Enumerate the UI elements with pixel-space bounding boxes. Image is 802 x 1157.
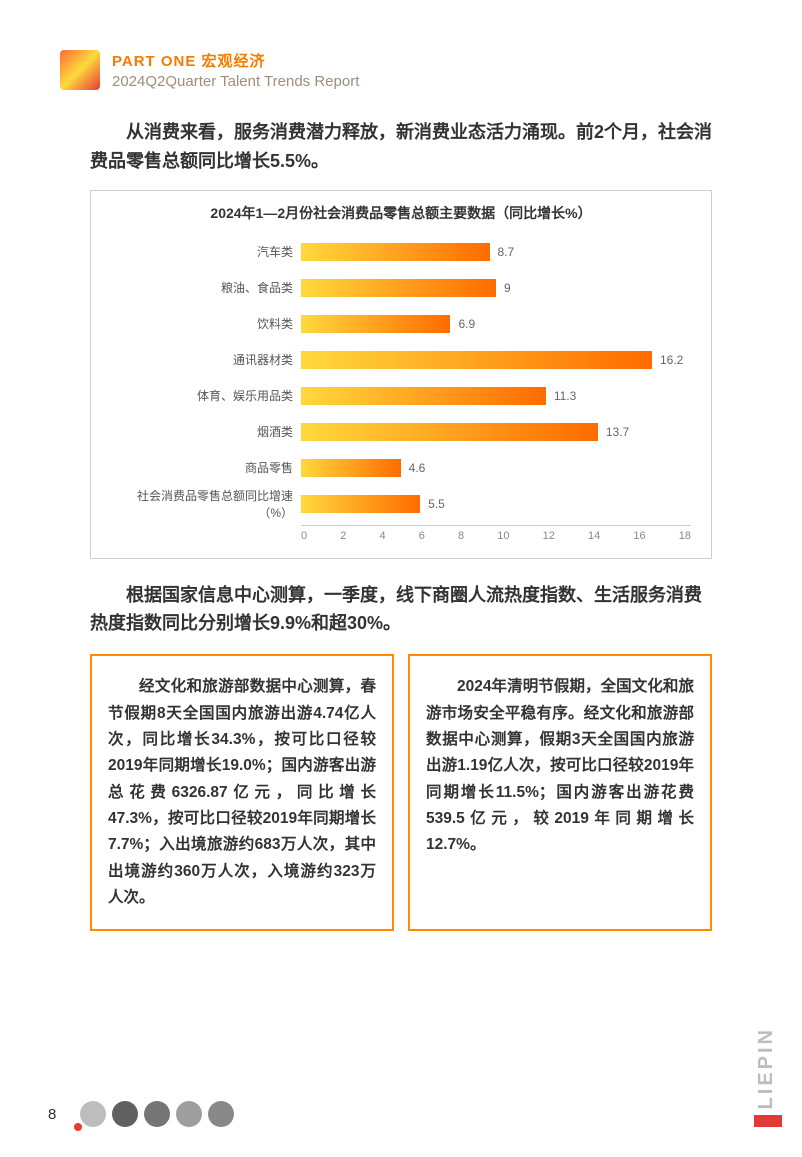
chart-x-tick: 12	[543, 530, 555, 542]
chart-category-label: 商品零售	[111, 459, 301, 476]
chart-value-label: 16.2	[660, 353, 683, 367]
thumb-icon	[144, 1101, 170, 1127]
chart-area: 汽车类 8.7 粮油、食品类 9 饮料类 6.9 通讯器材类 16.2 体育、娱乐用品类 11.3…	[111, 237, 691, 519]
chart-bar	[301, 495, 420, 513]
header-text-block: PART ONE 宏观经济 2024Q2Quarter Talent Trend…	[112, 50, 359, 90]
info-box-right-text: 2024年清明节假期，全国文化和旅游市场安全平稳有序。经文化和旅游部数据中心测算…	[426, 674, 694, 858]
brand-bar	[754, 1115, 782, 1127]
chart-row: 社会消费品零售总额同比增速（%） 5.5	[111, 489, 691, 519]
chart-row: 粮油、食品类 9	[111, 273, 691, 303]
chart-x-tick: 10	[497, 530, 509, 542]
chart-category-label: 汽车类	[111, 243, 301, 260]
header-logo-icon	[60, 50, 100, 90]
chart-row: 烟酒类 13.7	[111, 417, 691, 447]
chart-row: 体育、娱乐用品类 11.3	[111, 381, 691, 411]
page-number: 8	[48, 1106, 56, 1123]
info-box-left: 经文化和旅游部数据中心测算，春节假期8天全国国内旅游出游4.74亿人次，同比增长…	[90, 654, 394, 931]
chart-value-label: 6.9	[458, 317, 475, 331]
chart-category-label: 社会消费品零售总额同比增速（%）	[111, 487, 301, 521]
chart-x-tick: 0	[301, 530, 307, 542]
footer-thumbnails	[80, 1101, 234, 1127]
chart-bar-cell: 4.6	[301, 459, 691, 477]
chart-row: 商品零售 4.6	[111, 453, 691, 483]
chart-bar-cell: 6.9	[301, 315, 691, 333]
mid-paragraph: 根据国家信息中心测算，一季度，线下商圈人流热度指数、生活服务消费热度指数同比分别…	[0, 559, 802, 639]
chart-title: 2024年1—2月份社会消费品零售总额主要数据（同比增长%）	[111, 203, 691, 223]
chart-bar-cell: 13.7	[301, 423, 691, 441]
part-label: PART ONE 宏观经济	[112, 50, 359, 71]
chart-bar	[301, 279, 496, 297]
chart-value-label: 9	[504, 281, 511, 295]
chart-category-label: 通讯器材类	[111, 351, 301, 368]
chart-bar-cell: 16.2	[301, 351, 691, 369]
chart-category-label: 体育、娱乐用品类	[111, 387, 301, 404]
thumb-icon	[208, 1101, 234, 1127]
chart-x-tick: 2	[340, 530, 346, 542]
thumb-icon	[80, 1101, 106, 1127]
chart-category-label: 粮油、食品类	[111, 279, 301, 296]
chart-category-label: 饮料类	[111, 315, 301, 332]
chart-x-tick: 14	[588, 530, 600, 542]
chart-x-tick: 8	[458, 530, 464, 542]
chart-bar	[301, 315, 450, 333]
footer-dot-icon	[74, 1123, 82, 1131]
chart-bar-cell: 11.3	[301, 387, 691, 405]
chart-value-label: 5.5	[428, 497, 445, 511]
thumb-icon	[112, 1101, 138, 1127]
chart-bar	[301, 387, 546, 405]
chart-x-tick: 18	[679, 530, 691, 542]
intro-paragraph: 从消费来看，服务消费潜力释放，新消费业态活力涌现。前2个月，社会消费品零售总额同…	[0, 90, 802, 176]
chart-bar	[301, 351, 652, 369]
chart-bar-cell: 8.7	[301, 243, 691, 261]
chart-bar-cell: 5.5	[301, 495, 691, 513]
chart-value-label: 13.7	[606, 425, 629, 439]
brand-text: LIEPIN	[755, 1027, 778, 1109]
chart-value-label: 11.3	[554, 389, 576, 403]
chart-value-label: 4.6	[409, 461, 426, 475]
chart-row: 汽车类 8.7	[111, 237, 691, 267]
chart-category-label: 烟酒类	[111, 423, 301, 440]
chart-x-tick: 16	[633, 530, 645, 542]
info-box-left-text: 经文化和旅游部数据中心测算，春节假期8天全国国内旅游出游4.74亿人次，同比增长…	[108, 674, 376, 911]
chart-value-label: 8.7	[498, 245, 515, 259]
info-box-right: 2024年清明节假期，全国文化和旅游市场安全平稳有序。经文化和旅游部数据中心测算…	[408, 654, 712, 931]
chart-x-tick: 4	[380, 530, 386, 542]
page-footer: 8 LIEPIN	[48, 1027, 802, 1127]
thumb-icon	[176, 1101, 202, 1127]
brand-block: LIEPIN	[754, 1027, 802, 1127]
info-boxes: 经文化和旅游部数据中心测算，春节假期8天全国国内旅游出游4.74亿人次，同比增长…	[90, 654, 712, 931]
chart-bar-cell: 9	[301, 279, 691, 297]
chart-x-tick: 6	[419, 530, 425, 542]
retail-chart: 2024年1—2月份社会消费品零售总额主要数据（同比增长%） 汽车类 8.7 粮油、…	[90, 190, 712, 559]
chart-bar	[301, 459, 401, 477]
chart-bar	[301, 423, 598, 441]
chart-x-axis: 0 2 4 6 8 10 12 14 16 18	[301, 525, 691, 542]
chart-row: 饮料类 6.9	[111, 309, 691, 339]
footer-left: 8	[48, 1101, 234, 1127]
page-header: PART ONE 宏观经济 2024Q2Quarter Talent Trend…	[0, 0, 802, 90]
chart-bar	[301, 243, 490, 261]
report-title: 2024Q2Quarter Talent Trends Report	[112, 73, 359, 90]
chart-row: 通讯器材类 16.2	[111, 345, 691, 375]
